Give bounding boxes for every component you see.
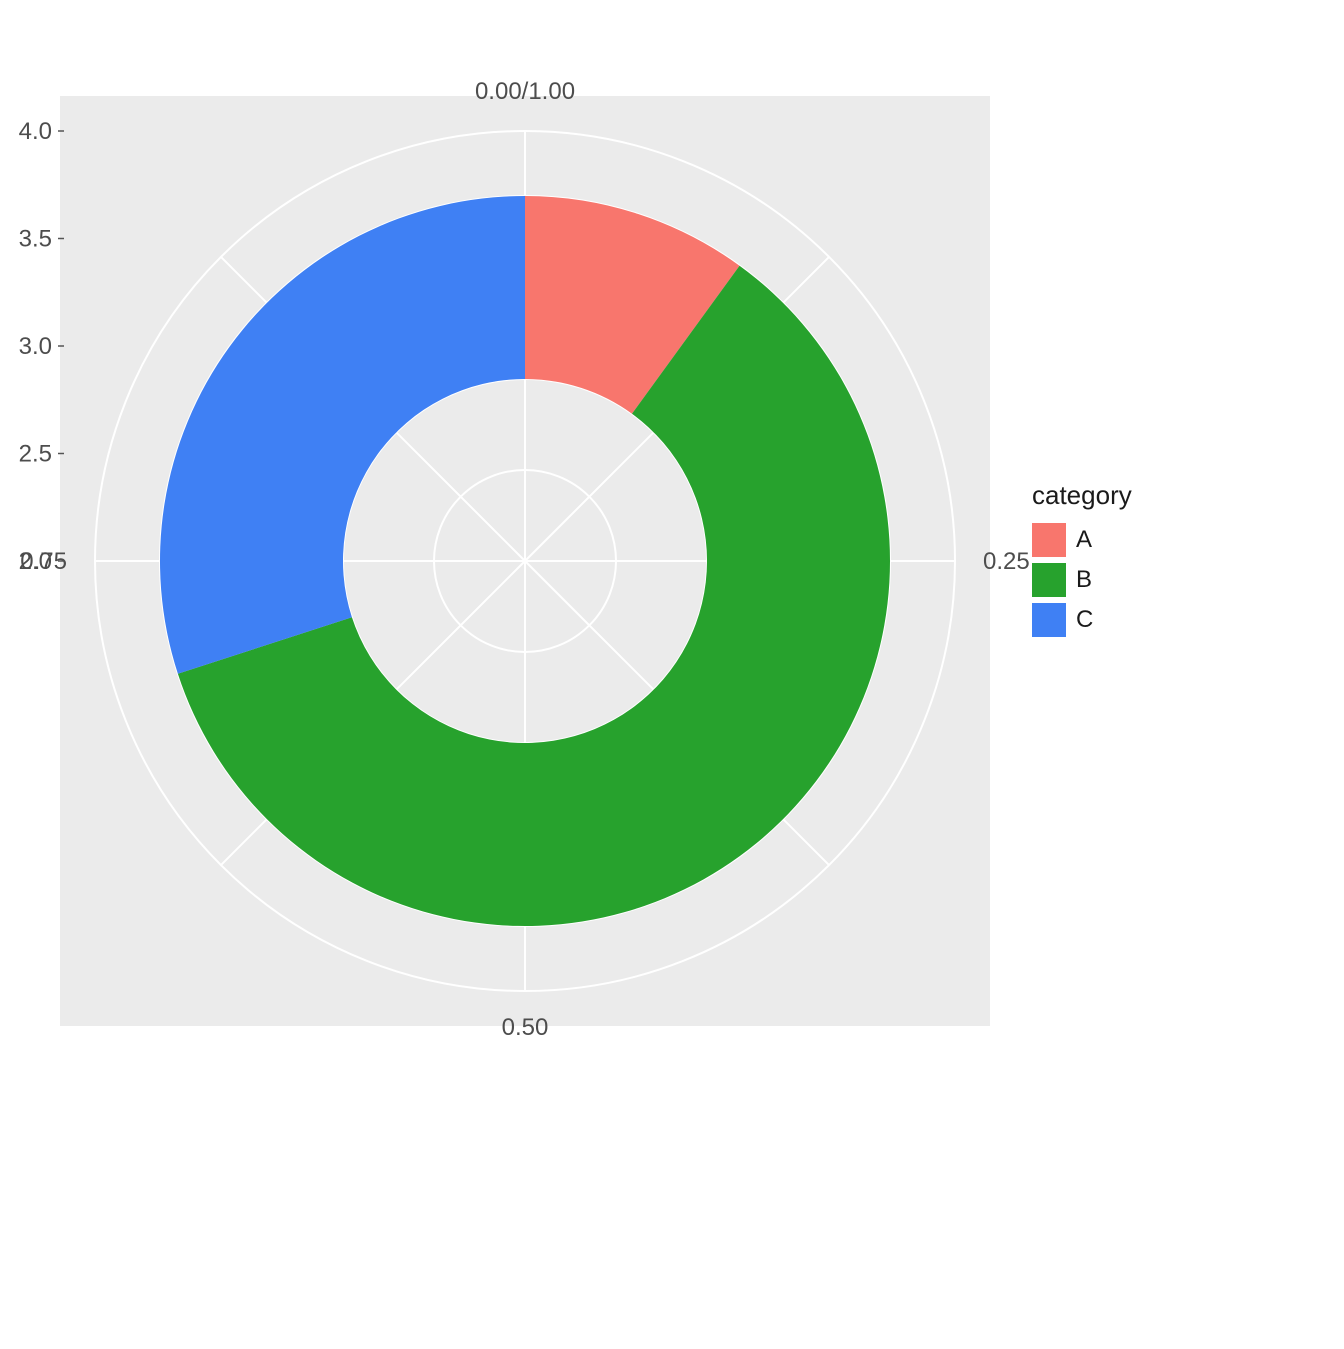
legend-label: A [1076, 526, 1092, 554]
legend-label: B [1076, 566, 1092, 594]
legend-item-A: A [1032, 521, 1132, 559]
y-tick-label: 2.5 [19, 441, 52, 468]
chart-container: 0.00/1.000.250.500.752.02.53.03.54.0 cat… [0, 0, 1344, 1344]
legend-swatch [1032, 603, 1066, 637]
legend-swatch [1032, 563, 1066, 597]
y-tick-label: 2.0 [19, 548, 52, 575]
y-tick-label: 4.0 [19, 118, 52, 145]
polar-donut-chart: 0.00/1.000.250.500.752.02.53.03.54.0 [0, 0, 1344, 1344]
legend-title: category [1032, 480, 1132, 511]
angle-tick-label: 0.00/1.00 [475, 78, 575, 105]
legend-swatch [1032, 523, 1066, 557]
y-tick-label: 3.0 [19, 333, 52, 360]
legend-label: C [1076, 606, 1093, 634]
angle-tick-label: 0.25 [983, 548, 1030, 575]
legend: category ABC [1032, 480, 1132, 641]
legend-item-B: B [1032, 561, 1132, 599]
y-tick-label: 3.5 [19, 226, 52, 253]
legend-item-C: C [1032, 601, 1132, 639]
angle-tick-label: 0.50 [502, 1014, 549, 1041]
